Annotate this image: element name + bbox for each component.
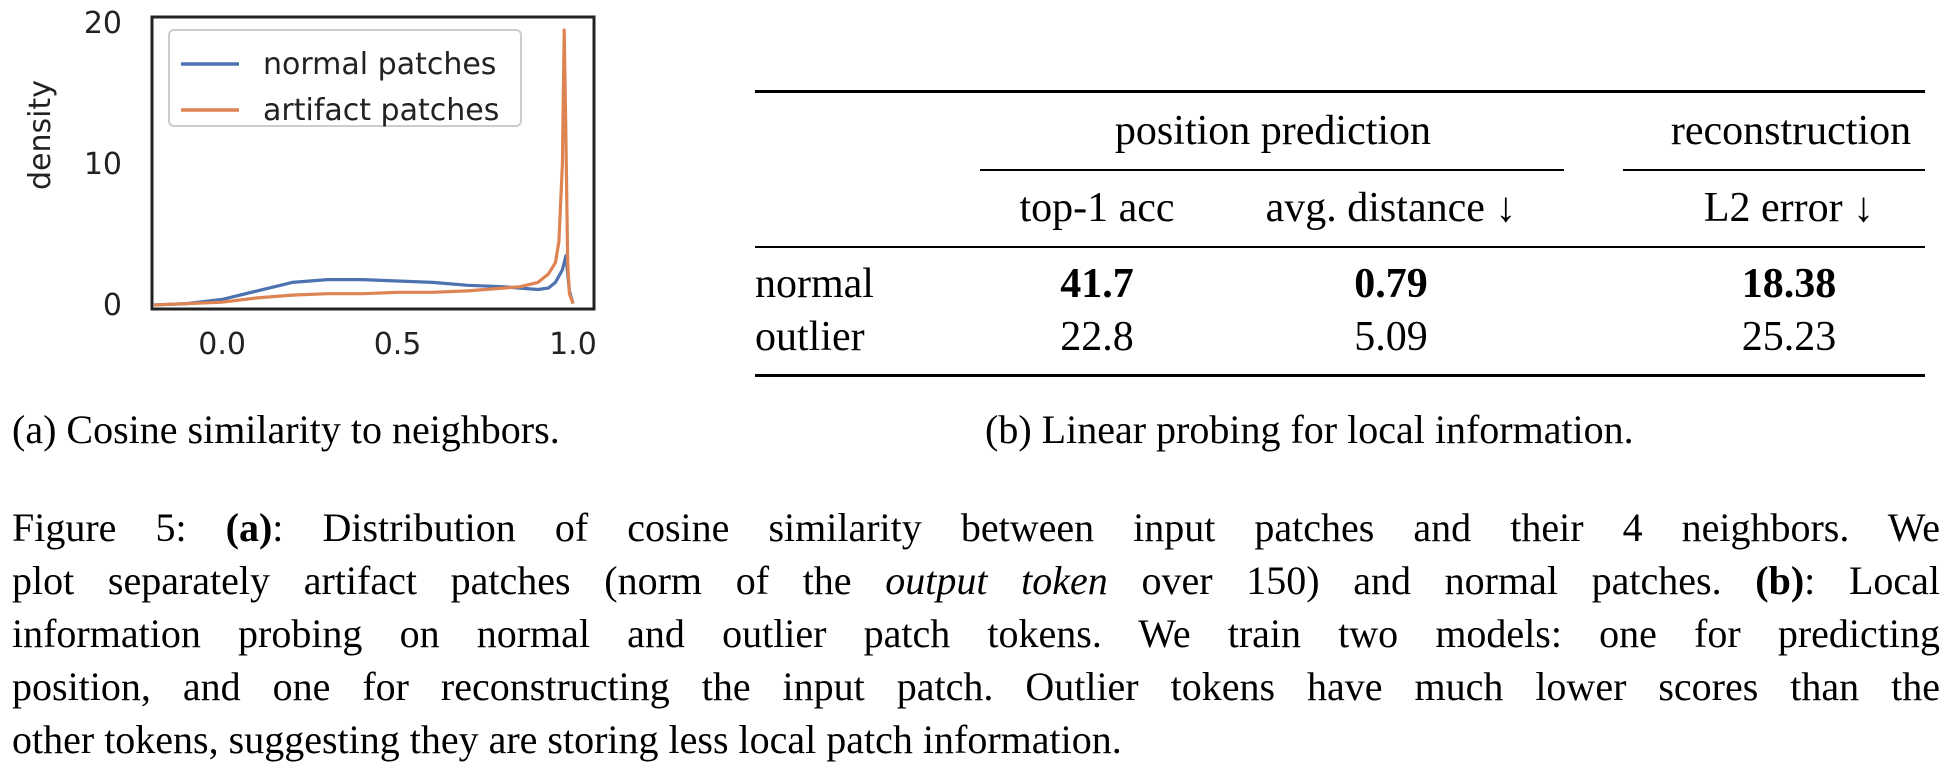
caption-emphasis: output token xyxy=(885,558,1108,603)
figure-label: Figure 5: xyxy=(12,505,226,550)
table-top-rule xyxy=(755,90,1925,93)
y-tick-label: 0 xyxy=(103,288,122,323)
x-tick-label: 1.0 xyxy=(549,327,597,362)
y-tick-label: 20 xyxy=(84,6,122,41)
header-reconstruction: reconstruction xyxy=(1670,108,1912,154)
row-outlier-label: outlier xyxy=(755,314,865,360)
row-normal-label: normal xyxy=(755,261,874,307)
caption-a-label: (a) xyxy=(225,505,273,550)
table-mid-rule xyxy=(755,246,1925,248)
header-position-prediction: position prediction xyxy=(1114,108,1432,154)
subfigure-b-caption: (b) Linear probing for local information… xyxy=(985,407,1634,452)
group2-underline xyxy=(1623,169,1925,171)
header-l2-error: L2 error ↓ xyxy=(1703,185,1875,231)
series-line-normal xyxy=(154,254,575,307)
row-normal-l2: 18.38 xyxy=(1741,261,1837,307)
group1-underline xyxy=(980,169,1564,171)
header-top1-acc: top-1 acc xyxy=(1019,185,1175,231)
subfigure-a-caption: (a) Cosine similarity to neighbors. xyxy=(12,407,560,452)
row-outlier-l2: 25.23 xyxy=(1741,314,1837,360)
row-normal-top1: 41.7 xyxy=(1060,261,1134,307)
caption-text-line5: other tokens, suggesting they are storin… xyxy=(12,717,1122,762)
y-tick-label: 10 xyxy=(84,147,122,182)
x-tick-label: 0.0 xyxy=(198,327,246,362)
row-normal-distance: 0.79 xyxy=(1354,261,1428,307)
caption-text-line3: information probing on normal and outlie… xyxy=(12,611,1940,656)
series-line-artifact xyxy=(154,28,575,307)
y-axis-label: density xyxy=(23,80,58,190)
table-bottom-rule xyxy=(755,374,1925,377)
caption-text-line2: plot separately artifact patches (norm o… xyxy=(12,558,886,603)
caption-text-b-start: : Local xyxy=(1804,558,1941,603)
legend-box xyxy=(168,29,522,127)
x-tick-label: 0.5 xyxy=(374,327,422,362)
row-outlier-top1: 22.8 xyxy=(1060,314,1134,360)
cosine-similarity-chart: 0 10 20 0.0 0.5 1.0 normal patches artifact pat… xyxy=(23,6,597,362)
header-avg-distance: avg. distance ↓ xyxy=(1265,185,1517,231)
caption-text-line4: position, and one for reconstructing the… xyxy=(12,664,1940,709)
row-outlier-distance: 5.09 xyxy=(1354,314,1428,360)
legend-label: normal patches xyxy=(263,47,496,82)
caption-b-label: (b) xyxy=(1755,558,1805,603)
figure-caption: Figure 5: (a): Distribution of cosine si… xyxy=(12,501,1940,766)
caption-text-a: : Distribution of cosine similarity betw… xyxy=(272,505,1941,550)
legend-label: artifact patches xyxy=(263,93,499,128)
caption-text-mid: over 150) and normal patches. xyxy=(1107,558,1756,603)
